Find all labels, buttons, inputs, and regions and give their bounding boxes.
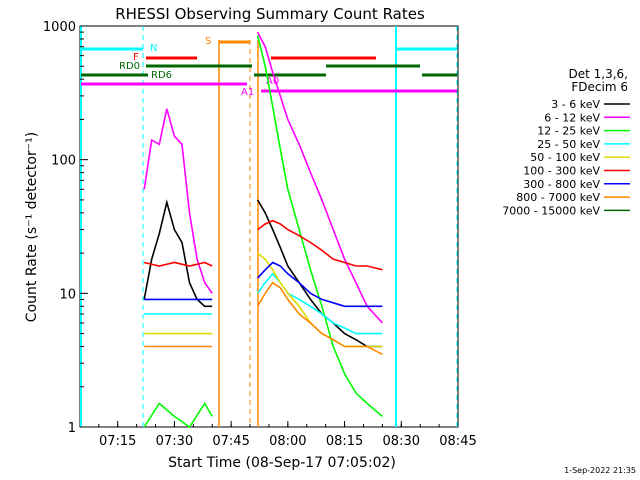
label-n: N [150, 43, 157, 54]
y-tick-label-0: 1 [68, 421, 76, 436]
chart-title: RHESSI Observing Summary Count Rates [115, 5, 425, 23]
y-axis: 1 10 100 1000 [43, 20, 88, 436]
series-line-7-segment-1 [256, 281, 383, 356]
series-line-1-segment-0 [143, 108, 213, 294]
series-line-6-segment-1 [257, 261, 383, 308]
legend-label-2: 12 - 25 keV [537, 125, 600, 138]
label-rd0: RD0 [119, 61, 140, 72]
y-tick-label-3: 1000 [43, 20, 76, 35]
x-tick-label-2: 07:45 [212, 434, 249, 449]
x-tick-label-4: 08:15 [326, 434, 363, 449]
label-rd6: RD6 [151, 70, 172, 81]
state-bars: N F RD0 RD6 S A1 A0 [80, 26, 458, 427]
series-line-3-segment-1 [256, 272, 383, 335]
series-line-2-segment-1 [256, 35, 383, 418]
y-axis-label: Count Rate (s⁻¹ detector⁻¹) [24, 132, 40, 322]
series-line-0-segment-1 [256, 199, 383, 348]
series-line-0-segment-0 [143, 199, 213, 308]
x-tick-label-5: 08:30 [383, 434, 420, 449]
series-line-2-segment-0 [143, 401, 213, 429]
x-tick-label-3: 08:00 [269, 434, 306, 449]
series-line-5-segment-1 [257, 219, 383, 271]
series-line-5-segment-0 [144, 261, 213, 267]
y-tick-label-1: 10 [59, 287, 76, 302]
x-tick-label-0: 07:15 [99, 434, 136, 449]
label-s: S [205, 36, 211, 47]
x-axis-label: Start Time (08-Sep-17 07:05:02) [168, 455, 396, 471]
x-tick-label-6: 08:45 [439, 434, 476, 449]
legend-label-4: 50 - 100 keV [530, 151, 600, 164]
legend-label-8: 7000 - 15000 keV [502, 204, 600, 217]
x-axis: 07:15 07:30 07:45 08:00 08:15 08:30 08:45 [98, 421, 477, 449]
series-layer [143, 31, 383, 429]
label-a0: A0 [266, 76, 279, 87]
legend-label-7: 800 - 7000 keV [516, 191, 600, 204]
legend-label-5: 100 - 300 keV [523, 165, 600, 178]
legend-label-6: 300 - 800 keV [523, 178, 600, 191]
y-tick-label-2: 100 [51, 154, 76, 169]
legend-header-2: FDecim 6 [571, 80, 628, 94]
legend-label-1: 6 - 12 keV [544, 111, 600, 124]
label-f: F [133, 52, 139, 63]
label-a1: A1 [241, 87, 254, 98]
legend-header-1: Det 1,3,6, [569, 67, 629, 81]
legend-label-3: 25 - 50 keV [537, 138, 600, 151]
x-tick-label-1: 07:30 [156, 434, 193, 449]
legend-label-0: 3 - 6 keV [551, 98, 600, 111]
timestamp: 1-Sep-2022 21:35 [564, 466, 636, 475]
series-line-1-segment-1 [256, 31, 383, 324]
